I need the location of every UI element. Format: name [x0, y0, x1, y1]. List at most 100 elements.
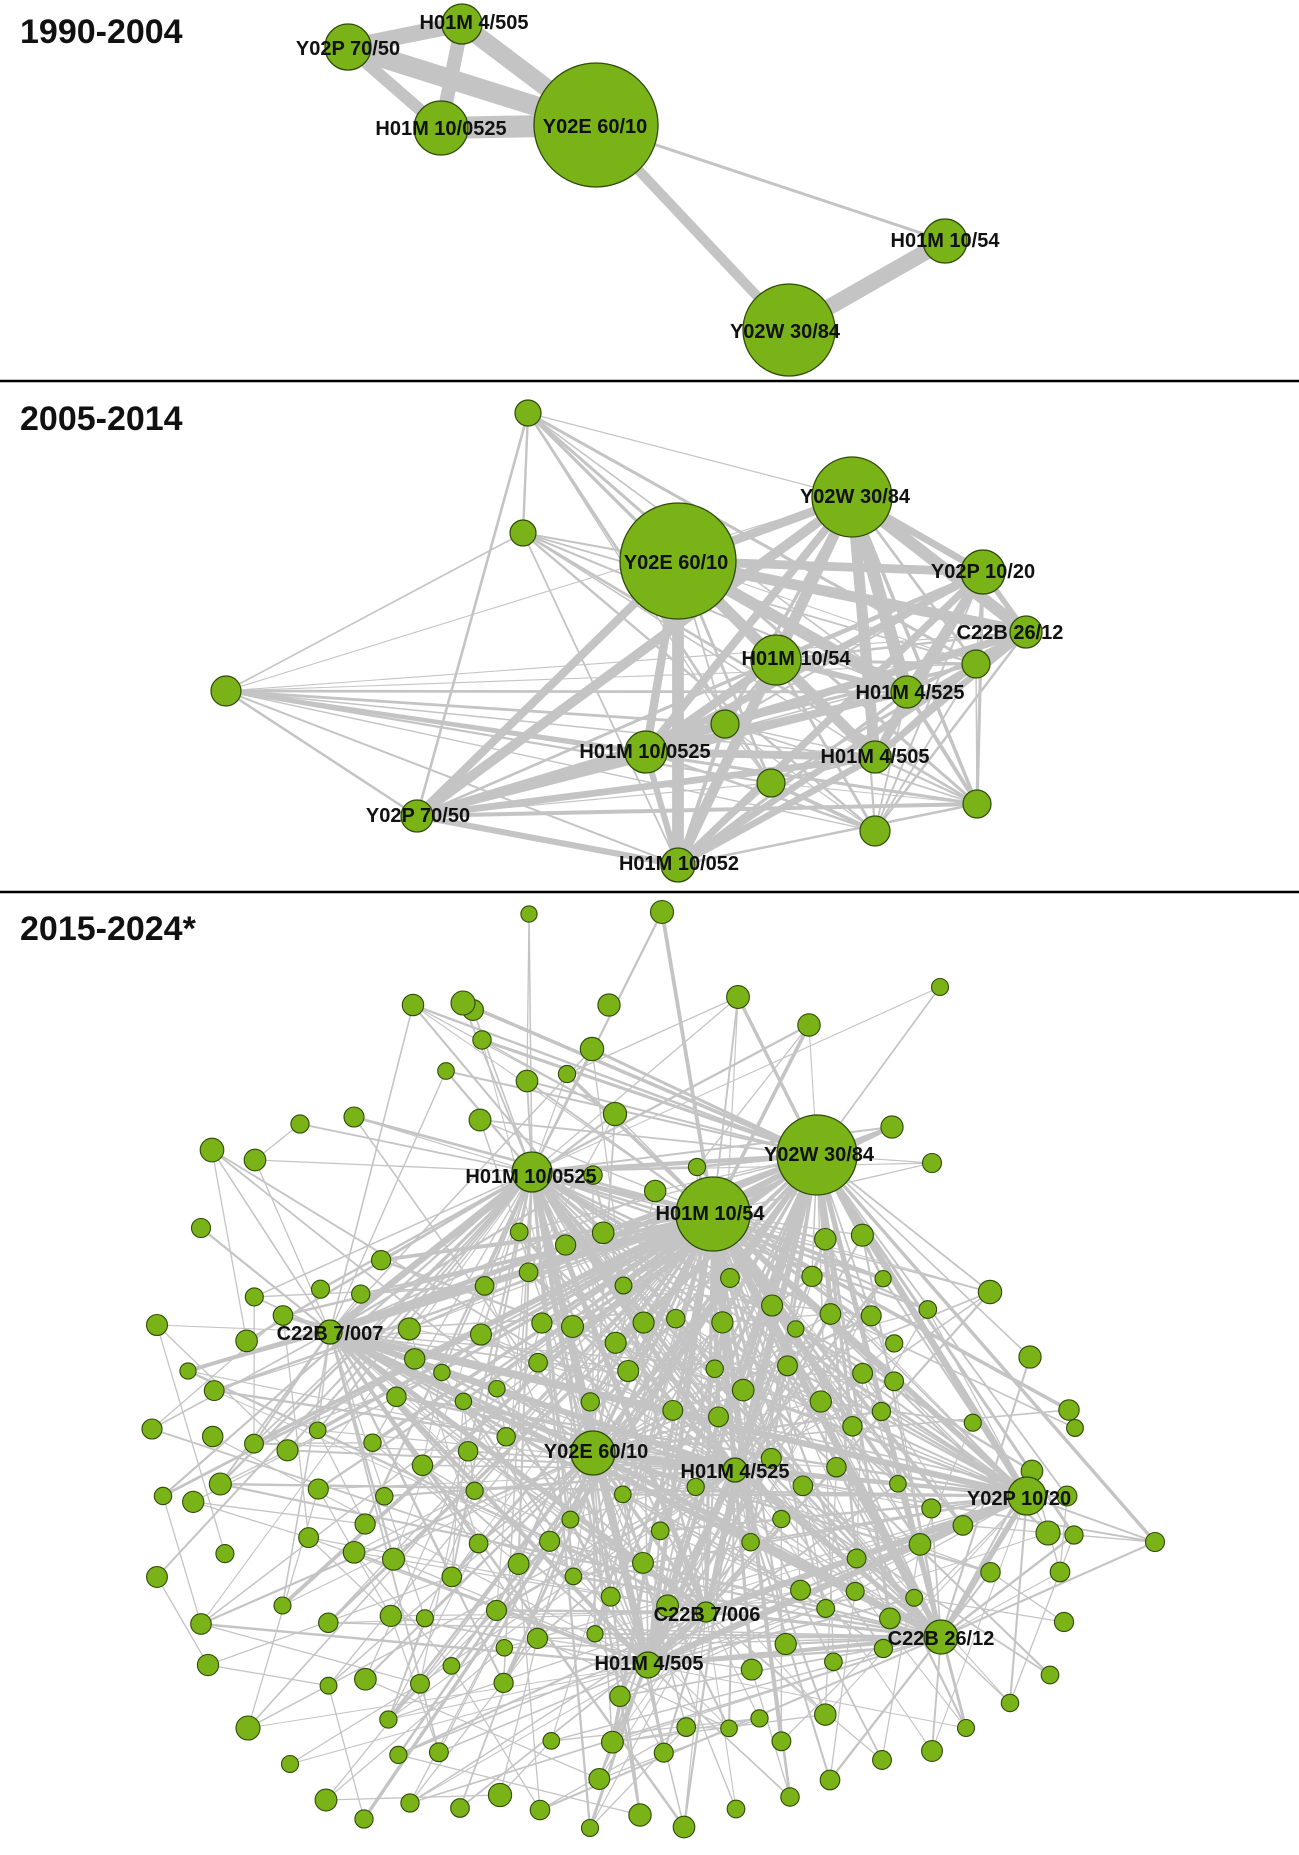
- node: [468, 1108, 492, 1132]
- node: [772, 1509, 791, 1529]
- node: [1035, 1520, 1061, 1546]
- node: [141, 1418, 163, 1440]
- node-label-p3-y02w3084: Y02W 30/84: [764, 1144, 875, 1166]
- node: [354, 1513, 376, 1535]
- edge: [225, 496, 853, 692]
- node: [814, 1703, 837, 1726]
- edge: [622, 1493, 1028, 1498]
- edge-p3-y02e6010-p3-c22b7006: [591, 1451, 708, 1614]
- node: [389, 1745, 408, 1765]
- node: [846, 1548, 867, 1569]
- node: [705, 1359, 724, 1379]
- node: [801, 1265, 823, 1288]
- node: [666, 1308, 686, 1329]
- edge: [372, 1442, 519, 1565]
- node-p2-h01m1054: [750, 634, 802, 686]
- node-p1-y02e6010: [533, 62, 659, 188]
- node: [604, 1331, 627, 1354]
- node: [529, 1799, 551, 1821]
- edge: [438, 1664, 649, 1754]
- edge: [387, 1543, 480, 1720]
- node: [450, 1798, 470, 1818]
- edge: [517, 1563, 541, 1811]
- edge: [751, 1669, 791, 1798]
- node-p3-y02p1020: [1007, 1476, 1047, 1516]
- edge-p3-h01m1054-p3-y02p1020: [710, 1211, 1030, 1499]
- node: [662, 1399, 684, 1421]
- node: [908, 1533, 932, 1556]
- node-label-p2-h01m10052: H01M 10/052: [619, 853, 739, 875]
- edge: [647, 1664, 665, 1753]
- edge: [829, 1636, 942, 1781]
- node-p2-y02p7050: [400, 799, 434, 833]
- edge: [815, 1154, 858, 1559]
- edge: [531, 1048, 593, 1173]
- edge: [353, 1551, 452, 1667]
- node: [488, 1379, 506, 1398]
- edge: [774, 659, 877, 832]
- edge: [225, 532, 524, 692]
- node: [1064, 1525, 1084, 1545]
- node-label-p3-c22b7006: C22B 7/006: [654, 1604, 761, 1626]
- edge: [522, 532, 876, 758]
- edge: [207, 1664, 329, 1687]
- node: [472, 1030, 492, 1050]
- edge: [727, 1469, 737, 1729]
- node: [952, 1515, 974, 1536]
- node-label-p2-h01m1054: H01M 10/54: [742, 648, 852, 670]
- node-label-p1-y02p7050: Y02P 70/50: [296, 38, 400, 60]
- node: [370, 1250, 392, 1271]
- edge: [1026, 1495, 1156, 1543]
- node: [710, 709, 740, 739]
- edge: [647, 1664, 967, 1729]
- node: [243, 1148, 267, 1172]
- node: [415, 1609, 434, 1628]
- node-p3-h01m10525: [511, 1151, 553, 1193]
- node: [780, 1787, 800, 1807]
- node: [487, 1782, 513, 1808]
- edge-p2-h01m1054-p2-h01m10525: [641, 655, 781, 757]
- edge: [815, 1153, 1157, 1544]
- node-p3-h01m4525: [722, 1457, 748, 1483]
- node: [963, 1413, 982, 1432]
- node: [880, 1115, 904, 1139]
- edge: [289, 1664, 649, 1765]
- edge: [353, 1116, 533, 1173]
- node: [809, 1390, 832, 1413]
- node: [874, 1270, 892, 1288]
- edge: [156, 1324, 331, 1333]
- edge: [522, 531, 978, 806]
- node: [542, 1732, 561, 1750]
- node: [1049, 1561, 1071, 1583]
- node: [879, 1607, 901, 1630]
- node: [786, 1320, 805, 1338]
- node-label-p3-y02e6010: Y02E 60/10: [544, 1441, 649, 1463]
- node-label-p3-y02p1020: Y02P 10/20: [967, 1488, 1071, 1510]
- node: [319, 1676, 338, 1695]
- edge: [253, 1442, 373, 1445]
- edge: [225, 689, 418, 818]
- edge: [528, 913, 533, 1173]
- edge: [771, 1305, 932, 1509]
- edge: [662, 1611, 708, 1754]
- edge: [474, 1490, 644, 1564]
- node: [650, 1521, 670, 1541]
- node: [343, 1106, 365, 1128]
- node: [386, 1386, 407, 1408]
- node: [215, 1544, 235, 1564]
- edge-p3-y02w3084-p3-h01m10525: [529, 1152, 820, 1175]
- edge: [419, 1452, 594, 1685]
- node: [235, 1329, 258, 1353]
- node: [1018, 1345, 1042, 1369]
- node: [437, 1062, 455, 1080]
- node: [442, 1657, 461, 1675]
- node: [520, 905, 538, 923]
- edge: [365, 1678, 600, 1780]
- node: [580, 1392, 600, 1412]
- edge-p3-h01m4525-p3-c22b2612: [732, 1467, 944, 1640]
- edge: [353, 1490, 475, 1553]
- node-p2-h01m4505: [858, 740, 892, 774]
- node: [528, 1352, 548, 1373]
- node: [885, 1334, 904, 1353]
- edge: [537, 1153, 818, 1365]
